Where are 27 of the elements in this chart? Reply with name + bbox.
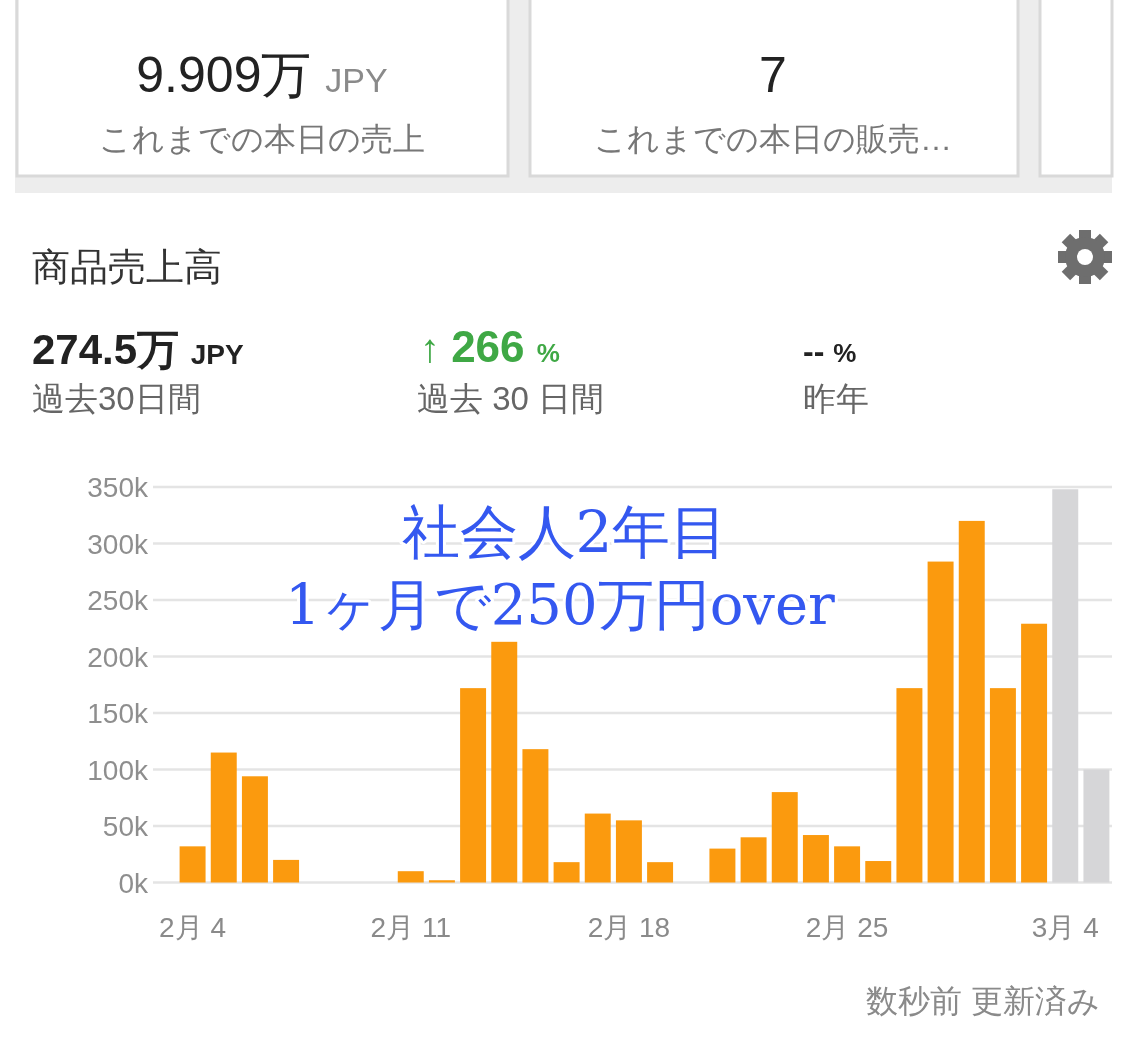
text: 昨年 bbox=[803, 380, 869, 417]
x-tick-label: 2月 4 bbox=[159, 912, 227, 943]
x-tick-label: 2月 25 bbox=[805, 912, 889, 943]
text: 過去 30 日間 bbox=[417, 380, 605, 417]
x-tick-label: 2月 11 bbox=[370, 912, 451, 943]
y-tick-label: 100k bbox=[87, 754, 149, 786]
y-tick-label: 150k bbox=[87, 698, 149, 729]
y-tick-label: 50k bbox=[102, 811, 149, 842]
text: これまでの本日の売上 bbox=[99, 121, 425, 157]
annotation: 社会人2年目 bbox=[401, 498, 729, 566]
y-tick-label: 300k bbox=[87, 528, 149, 560]
y-tick-label: 350k bbox=[87, 472, 149, 503]
x-tick-label: 2月 18 bbox=[587, 912, 671, 943]
text: 9.909万 JPY bbox=[136, 47, 388, 103]
text: -- % bbox=[803, 333, 857, 369]
y-tick-label: 200k bbox=[87, 641, 149, 673]
text: 数秒前 更新済み bbox=[866, 983, 1100, 1019]
annotation: 1ヶ月で250万円over bbox=[285, 572, 836, 637]
y-tick-label: 0k bbox=[118, 867, 149, 899]
text: 274.5万 JPY bbox=[32, 326, 245, 373]
x-tick-label: 3月 4 bbox=[1031, 912, 1099, 943]
text: これまでの本日の販売… bbox=[594, 121, 952, 157]
text: ↑ 266 % bbox=[420, 322, 560, 371]
chart-title: 商品売上高 bbox=[32, 246, 222, 288]
text: 過去30日間 bbox=[32, 380, 201, 417]
y-tick-label: 250k bbox=[87, 585, 149, 616]
text: 7 bbox=[759, 47, 787, 103]
